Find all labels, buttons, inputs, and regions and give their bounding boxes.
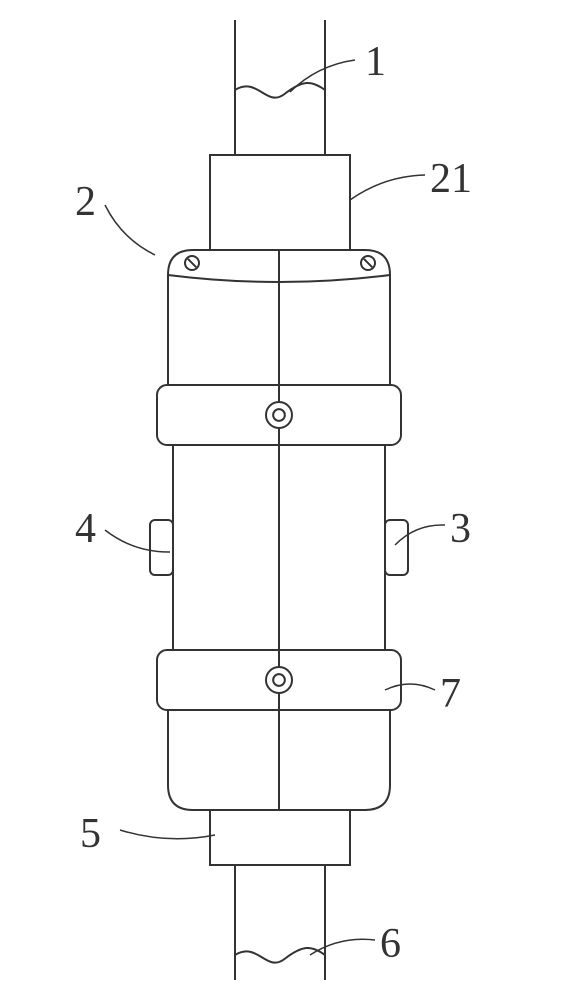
- label-2: 2: [75, 178, 96, 226]
- label-6: 6: [380, 920, 401, 968]
- diagram-container: 1 2 21 3 4 5 6 7: [0, 0, 563, 1000]
- label-4: 4: [75, 505, 96, 553]
- label-5: 5: [80, 810, 101, 858]
- label-3: 3: [450, 505, 471, 553]
- label-7: 7: [440, 670, 461, 718]
- label-1: 1: [365, 38, 386, 86]
- label-21: 21: [430, 155, 472, 203]
